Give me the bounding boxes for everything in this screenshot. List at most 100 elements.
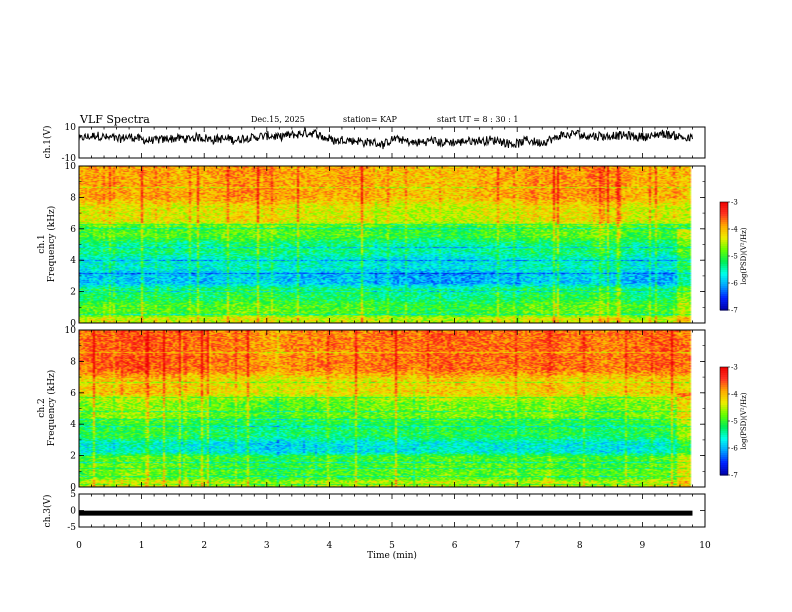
- colorbar-swatch: [720, 270, 728, 273]
- x-tick-label: 4: [327, 541, 333, 551]
- colorbar-swatch: [720, 278, 728, 281]
- colorbar-swatch: [720, 304, 728, 307]
- start-ut-label: start UT = 8 : 30 : 1: [437, 115, 518, 124]
- colorbar-swatch: [720, 445, 728, 448]
- ch2-spectrogram-yticks: 0 2 4 6 8 10: [65, 326, 705, 493]
- colorbar-swatch: [720, 272, 728, 275]
- colorbar-swatch: [720, 449, 728, 452]
- colorbar-swatch: [720, 413, 728, 416]
- colorbar-swatch: [720, 260, 728, 263]
- colorbar-swatch: [720, 274, 728, 277]
- x-tick-label: 1: [139, 541, 145, 551]
- y-tick-label: 4: [70, 420, 76, 430]
- colorbar-label: log(PSD)(V²/Hz): [740, 392, 748, 449]
- y-tick-label: 2: [70, 452, 76, 462]
- colorbar-swatch: [720, 224, 728, 227]
- colorbar-swatch: [720, 447, 728, 450]
- colorbar-swatch: [720, 280, 728, 283]
- colorbar-swatch: [720, 262, 728, 265]
- colorbar-tick-label: -6: [731, 280, 738, 288]
- colorbar-swatch: [720, 391, 728, 394]
- colorbar-swatch: [720, 471, 728, 474]
- colorbar-swatch: [720, 443, 728, 446]
- colorbar-tick-label: -7: [731, 307, 738, 315]
- colorbar-swatch: [720, 367, 728, 370]
- colorbar-swatch: [720, 399, 728, 402]
- time-axis-label: Time (min): [367, 550, 417, 561]
- x-tick-label: 8: [577, 541, 583, 551]
- ch3-trace-line: [79, 510, 693, 516]
- colorbar-swatch: [720, 286, 728, 289]
- y-tick-label: 8: [70, 193, 76, 203]
- colorbar-swatch: [720, 379, 728, 382]
- colorbar-swatch: [720, 451, 728, 454]
- colorbar-swatch: [720, 232, 728, 235]
- colorbar-swatch: [720, 457, 728, 460]
- colorbar-swatch: [720, 435, 728, 438]
- colorbar-swatch: [720, 306, 728, 309]
- ch3-waveform-yticks: 5 0 -5: [67, 490, 705, 533]
- colorbar-swatch: [720, 453, 728, 456]
- colorbar-swatch: [720, 284, 728, 287]
- colorbar-swatch: [720, 439, 728, 442]
- colorbar-swatch: [720, 220, 728, 223]
- x-tick-label: 6: [452, 541, 458, 551]
- colorbar-swatch: [720, 214, 728, 217]
- ch1-spectrogram-ylabel-channel: ch.1Frequency (kHz): [37, 206, 57, 283]
- colorbar-swatch: [720, 268, 728, 271]
- ylabel-line-0: ch.2: [37, 398, 47, 417]
- colorbar-swatch: [720, 218, 728, 221]
- ch2-colorbar: -3 -4 -5 -6 -7 log(PSD)(V²/Hz): [719, 364, 748, 480]
- colorbar-tick-label: -4: [731, 391, 738, 399]
- colorbar-swatch: [720, 238, 728, 241]
- colorbar-swatch: [720, 228, 728, 231]
- y-tick-label: 10: [65, 123, 77, 133]
- ch1-spectrogram-panel: 0 2 4 6 8 10 ch.1Frequency (kHz): [37, 162, 706, 329]
- colorbar-swatch: [720, 465, 728, 468]
- colorbar-swatch: [720, 254, 728, 257]
- date-label: Dec.15, 2025: [251, 115, 305, 124]
- x-tick-label: 2: [201, 541, 207, 551]
- colorbar-swatch: [720, 204, 728, 207]
- ch1-spectrogram-yticks: 0 2 4 6 8 10: [65, 162, 705, 329]
- colorbar-swatch: [720, 395, 728, 398]
- colorbar-swatch: [720, 256, 728, 259]
- y-tick-label: 10: [65, 326, 77, 336]
- y-tick-label: 0: [70, 483, 76, 493]
- x-tick-label: 5: [389, 541, 395, 551]
- ch1-spectrogram-image: [79, 166, 705, 323]
- ch2-spectrogram-ylabel-channel: ch.2Frequency (kHz): [37, 370, 57, 447]
- colorbar-swatch: [720, 250, 728, 253]
- colorbar-tick-label: -6: [731, 445, 738, 453]
- ch1-waveform-yticks: 10 -10: [62, 123, 705, 164]
- colorbar-swatch: [720, 298, 728, 301]
- colorbar-swatch: [720, 210, 728, 213]
- colorbar-swatch: [720, 373, 728, 376]
- colorbar-swatch: [720, 302, 728, 305]
- y-tick-label: -10: [62, 154, 77, 164]
- ch1-waveform-ylabel: ch.1(V): [42, 126, 53, 159]
- colorbar-swatch: [720, 381, 728, 384]
- colorbar-swatch: [720, 371, 728, 374]
- ch2-spectrogram-image: [79, 330, 705, 487]
- colorbar-swatch: [720, 469, 728, 472]
- colorbar-swatch: [720, 264, 728, 267]
- colorbar-swatch: [720, 206, 728, 209]
- y-tick-label: 10: [65, 162, 77, 172]
- x-tick-label: 10: [699, 541, 711, 551]
- time-axis-ticks: 0 1 2 3 4 5 6 7 8 9 10: [76, 127, 711, 551]
- colorbar-swatch: [720, 290, 728, 293]
- colorbar-swatch: [720, 433, 728, 436]
- colorbar-swatch: [720, 276, 728, 279]
- colorbar-tick-label: -7: [731, 472, 738, 480]
- colorbar-swatch: [720, 212, 728, 215]
- colorbar-swatch: [720, 240, 728, 243]
- station-label: station= KAP: [343, 115, 398, 124]
- colorbar-swatch: [720, 461, 728, 464]
- ch1-colorbar: -3 -4 -5 -6 -7 log(PSD)(V²/Hz): [719, 199, 748, 315]
- colorbar-swatch: [720, 423, 728, 426]
- y-tick-label: 2: [70, 288, 76, 298]
- colorbar-swatch: [720, 248, 728, 251]
- colorbar-tick-label: -5: [731, 418, 738, 426]
- colorbar-swatch: [720, 308, 728, 311]
